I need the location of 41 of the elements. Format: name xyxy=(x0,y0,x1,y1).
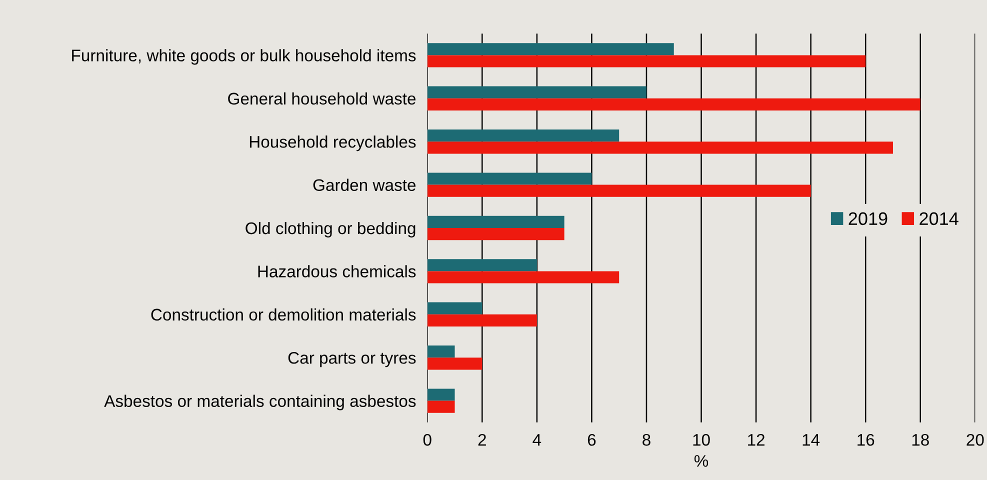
y-tick-label: Asbestos or materials containing asbestos xyxy=(104,394,416,410)
x-tick-label: 6 xyxy=(588,434,596,446)
bar xyxy=(427,86,646,98)
x-tick-label: 12 xyxy=(748,434,764,446)
x-tick-label: 18 xyxy=(912,434,929,446)
y-tick-label: Old clothing or bedding xyxy=(246,222,416,238)
bar xyxy=(427,400,455,413)
y-tick-label: Car parts or tyres xyxy=(288,352,416,368)
x-tick-label: 8 xyxy=(642,434,650,446)
x-tick-label: 2 xyxy=(478,434,486,446)
x-tick-label: 10 xyxy=(693,434,710,446)
y-tick-label: Household recyclables xyxy=(250,136,416,152)
bar xyxy=(427,184,811,197)
bar xyxy=(427,142,893,154)
y-tick-label: Construction or demolition materials xyxy=(151,308,416,321)
y-tick-label: Garden waste xyxy=(313,178,416,192)
legend-label: 2014 xyxy=(920,212,958,226)
bar xyxy=(427,172,592,185)
y-tick-label: General household waste xyxy=(228,92,416,105)
bar xyxy=(427,302,482,314)
bar xyxy=(427,43,674,56)
bar xyxy=(427,98,920,110)
x-tick-label: 20 xyxy=(966,434,984,446)
bar xyxy=(427,314,537,326)
x-axis-title: % xyxy=(694,455,708,467)
y-tick-label: Furniture, white goods or bulk household items xyxy=(72,49,416,65)
bar xyxy=(427,346,455,358)
bar xyxy=(427,271,620,284)
bar xyxy=(427,388,455,401)
x-tick-label: 0 xyxy=(423,434,432,446)
bar xyxy=(427,358,482,370)
bar xyxy=(427,228,564,240)
bar xyxy=(427,216,564,228)
x-tick-label: 16 xyxy=(858,434,874,446)
bar xyxy=(427,130,620,142)
x-tick-label: 14 xyxy=(802,434,820,446)
x-tick-label: 4 xyxy=(532,434,542,446)
y-tick-label: Hazardous chemicals xyxy=(258,265,416,278)
bar xyxy=(427,55,866,68)
bar xyxy=(427,259,537,272)
legend-label: 2019 xyxy=(848,212,888,226)
